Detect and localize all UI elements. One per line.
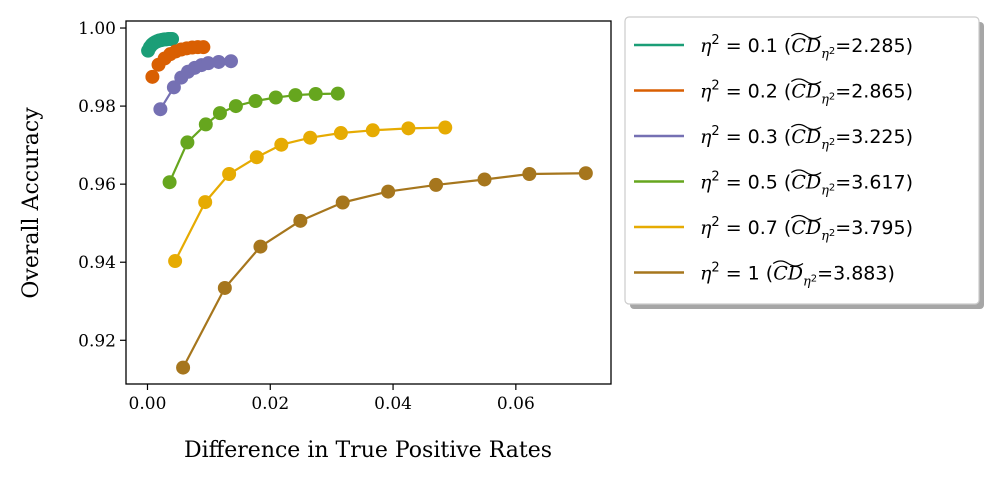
data-point (333, 126, 348, 141)
data-point (335, 195, 350, 210)
data-point (166, 80, 181, 95)
series-eta-0-2 (145, 40, 211, 84)
data-point (248, 94, 263, 109)
data-point (198, 117, 213, 132)
data-point (303, 130, 318, 145)
y-axis-title: Overall Accuracy (19, 107, 44, 299)
tilde-mark (790, 214, 822, 222)
data-point (211, 54, 226, 69)
series-eta-0-7 (168, 120, 453, 269)
data-point (212, 106, 227, 121)
legend-entry: η2 = 0.3 (CDη2=3.225) (634, 123, 913, 153)
data-point (293, 213, 308, 228)
data-point (180, 135, 195, 150)
series-line (168, 92, 338, 183)
data-point (274, 137, 289, 152)
legend-entry: η2 = 0.1 (CDη2=2.285) (634, 32, 913, 62)
legend-entry: η2 = 1 (CDη2=3.883) (634, 260, 895, 290)
plot-frame (125, 20, 612, 385)
data-point (223, 54, 238, 69)
tilde-mark (772, 260, 804, 267)
legend: η2 = 0.1 (CDη2=2.285) η2 = 0.2 (CDη2=2.86… (624, 16, 984, 309)
legend-box (624, 16, 980, 305)
y-tick-label: 1.00 (78, 19, 116, 39)
legend-label: η2 = 1 (CDη2=3.883) (700, 261, 895, 290)
data-point (308, 86, 323, 101)
data-point (522, 167, 537, 182)
data-point (165, 31, 180, 46)
y-tick-label: 0.98 (78, 97, 116, 117)
data-point (253, 239, 268, 254)
tilde-mark (790, 32, 822, 40)
data-point (153, 102, 168, 117)
data-point (228, 99, 243, 114)
data-point (365, 123, 380, 138)
data-point (578, 166, 593, 181)
data-point (438, 120, 453, 135)
legend-label: η2 = 0.5 (CDη2=3.617) (700, 170, 913, 199)
series-eta-1 (176, 166, 593, 375)
data-point (401, 121, 416, 136)
legend-label: η2 = 0.1 (CDη2=2.285) (700, 33, 913, 62)
data-point (145, 69, 160, 84)
legend-entry: η2 = 0.5 (CDη2=3.617) (634, 169, 913, 199)
series-line (174, 126, 446, 262)
data-point (222, 167, 237, 182)
data-point (330, 86, 345, 101)
y-tick-label: 0.92 (78, 331, 116, 351)
x-axis-title: Difference in True Positive Rates (184, 438, 552, 463)
x-tick-label: 0.04 (374, 394, 412, 414)
tilde-mark (790, 169, 822, 176)
axes: 0.00 0.02 0.04 0.06 0.92 0.94 0.96 0.98 1.00 (78, 19, 535, 414)
x-tick-label: 0.02 (251, 394, 289, 414)
data-point (201, 56, 216, 71)
series-eta-0-5 (162, 86, 345, 190)
y-tick-label: 0.94 (78, 253, 116, 273)
data-point (176, 360, 191, 375)
legend-label: η2 = 0.3 (CDη2=3.225) (700, 124, 913, 153)
series-eta-0-1 (141, 31, 180, 58)
data-point (249, 150, 264, 165)
data-point (268, 90, 283, 105)
x-tick-label: 0.06 (497, 394, 535, 414)
data-point (198, 195, 213, 210)
data-point (168, 254, 183, 269)
plot-area (141, 31, 593, 375)
series-eta-0-3 (153, 54, 238, 117)
data-point (477, 172, 492, 187)
data-point (288, 88, 303, 103)
legend-label: η2 = 0.2 (CDη2=2.865) (700, 79, 913, 108)
data-point (381, 184, 396, 199)
series-line (182, 172, 586, 369)
tilde-mark (790, 78, 822, 85)
y-tick-label: 0.96 (78, 175, 116, 195)
data-point (429, 177, 444, 192)
data-point (196, 40, 211, 55)
x-tick-label: 0.00 (129, 394, 167, 414)
legend-entry: η2 = 0.7 (CDη2=3.795) (634, 214, 913, 244)
data-point (162, 175, 177, 190)
legend-label: η2 = 0.7 (CDη2=3.795) (700, 215, 913, 244)
data-point (217, 280, 232, 295)
tilde-mark (790, 123, 822, 131)
legend-entry: η2 = 0.2 (CDη2=2.865) (634, 78, 913, 108)
